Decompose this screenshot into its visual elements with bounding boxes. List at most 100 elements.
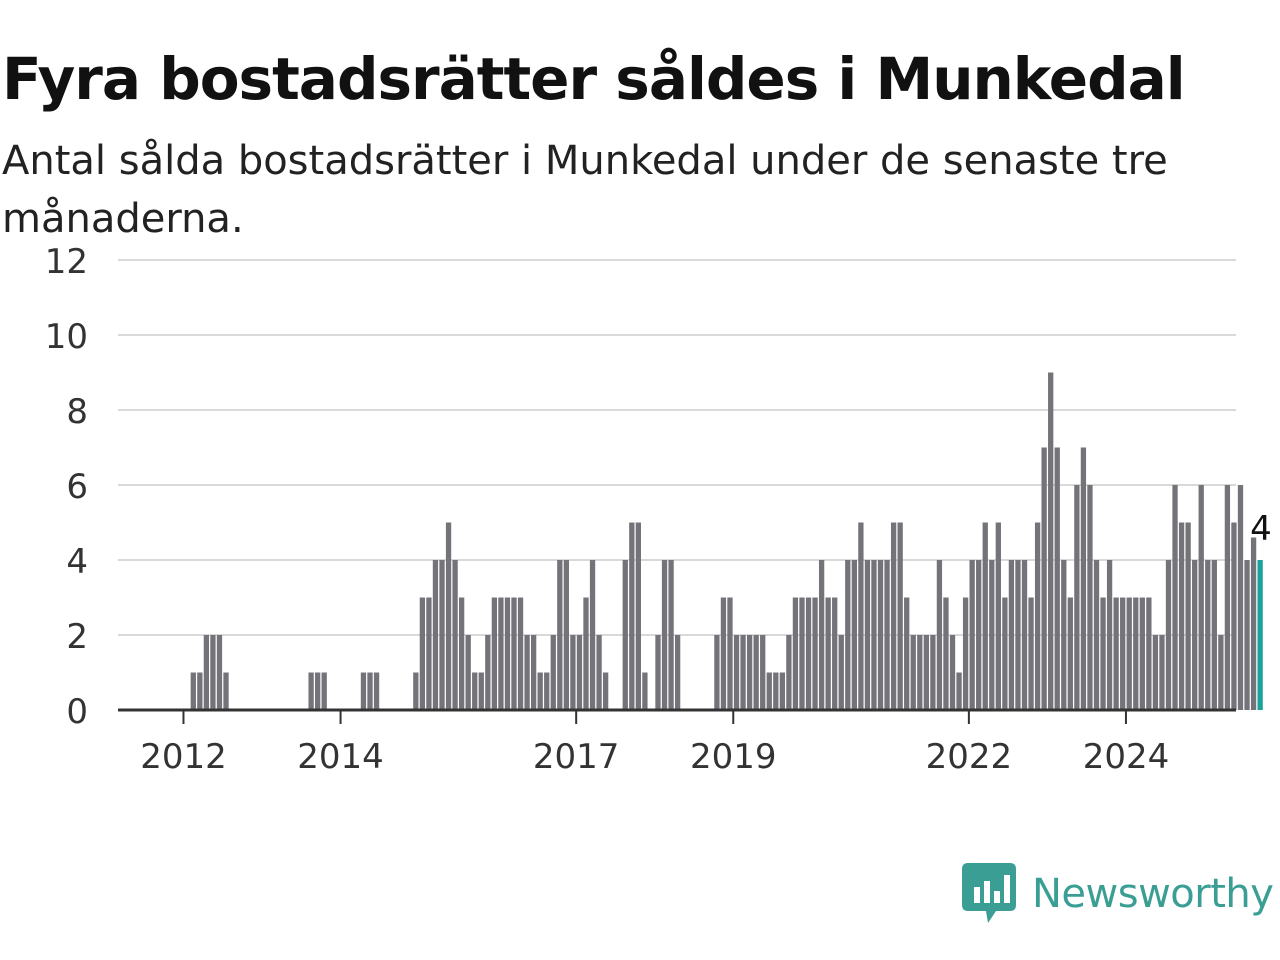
bar bbox=[1054, 447, 1060, 710]
bar bbox=[1231, 522, 1237, 710]
bar bbox=[812, 597, 818, 710]
bar bbox=[1100, 597, 1106, 710]
bar bbox=[1244, 560, 1250, 710]
bar bbox=[825, 597, 831, 710]
bar bbox=[969, 560, 975, 710]
bar bbox=[995, 522, 1001, 710]
bar bbox=[1185, 522, 1191, 710]
bar bbox=[930, 635, 936, 710]
bar bbox=[674, 635, 681, 710]
bar bbox=[629, 522, 635, 710]
bar bbox=[197, 672, 203, 710]
bar bbox=[1250, 537, 1257, 710]
x-tick-label: 2024 bbox=[1083, 737, 1170, 777]
chart-title: Fyra bostadsrätter såldes i Munkedal bbox=[2, 45, 1186, 113]
y-tick-label: 8 bbox=[66, 392, 88, 432]
bar bbox=[871, 560, 877, 710]
bar bbox=[668, 560, 674, 710]
bar bbox=[1008, 560, 1015, 710]
x-tick-label: 2014 bbox=[297, 737, 384, 777]
bar bbox=[576, 635, 583, 710]
bar bbox=[923, 635, 929, 710]
bar bbox=[452, 560, 458, 710]
bar bbox=[1074, 485, 1080, 710]
bar bbox=[524, 635, 530, 710]
x-tick-label: 2017 bbox=[533, 737, 620, 777]
bar bbox=[1224, 485, 1231, 710]
x-tick-label: 2019 bbox=[690, 737, 777, 777]
bar bbox=[1211, 560, 1217, 710]
bar bbox=[714, 635, 720, 710]
last-value-label: 4 bbox=[1250, 509, 1272, 549]
bar bbox=[1146, 597, 1152, 710]
bar bbox=[818, 560, 825, 710]
bar bbox=[1067, 597, 1073, 710]
bar bbox=[550, 635, 556, 710]
bar bbox=[753, 635, 759, 710]
bar bbox=[956, 672, 962, 710]
bar bbox=[373, 672, 380, 710]
bar bbox=[537, 672, 543, 710]
bar bbox=[1126, 597, 1132, 710]
bar bbox=[720, 597, 727, 710]
bar bbox=[1002, 597, 1008, 710]
bar bbox=[845, 560, 851, 710]
bar bbox=[544, 672, 550, 710]
bar bbox=[1048, 372, 1054, 710]
bar bbox=[661, 560, 668, 710]
annotations: 4 bbox=[1250, 509, 1272, 549]
bar bbox=[1034, 522, 1041, 710]
bar bbox=[563, 560, 570, 710]
bar bbox=[746, 635, 753, 710]
bar bbox=[635, 522, 641, 710]
bar bbox=[413, 672, 419, 710]
y-tick-label: 10 bbox=[45, 317, 88, 357]
bar bbox=[904, 597, 910, 710]
bar bbox=[472, 672, 478, 710]
bar bbox=[805, 597, 812, 710]
bar bbox=[773, 672, 779, 710]
bar bbox=[943, 597, 949, 710]
bar bbox=[210, 635, 216, 710]
bar bbox=[858, 522, 864, 710]
bar bbox=[1028, 597, 1034, 710]
x-tick-label: 2022 bbox=[926, 737, 1013, 777]
bar bbox=[570, 635, 576, 710]
bar bbox=[223, 672, 229, 710]
bar bbox=[557, 560, 563, 710]
chart-subtitle: Antal sålda bostadsrätter i Munkedal und… bbox=[2, 138, 1168, 242]
bar bbox=[426, 597, 432, 710]
bar bbox=[989, 560, 995, 710]
bar bbox=[760, 635, 766, 710]
bar bbox=[1218, 635, 1224, 710]
bar bbox=[1093, 560, 1100, 710]
bar bbox=[315, 672, 321, 710]
bar bbox=[1021, 560, 1028, 710]
y-tick-label: 0 bbox=[66, 692, 88, 732]
bar bbox=[1152, 635, 1159, 710]
bar bbox=[1133, 597, 1139, 710]
bar bbox=[832, 597, 838, 710]
bar bbox=[504, 597, 511, 710]
bar bbox=[936, 560, 943, 710]
bar bbox=[1120, 597, 1126, 710]
y-axis-labels: 0 2 4 6 8 10 12 bbox=[45, 242, 88, 732]
bar bbox=[864, 560, 871, 710]
bar bbox=[786, 635, 792, 710]
bar bbox=[884, 560, 890, 710]
bar bbox=[917, 635, 923, 710]
bar bbox=[1172, 485, 1178, 710]
bar bbox=[596, 635, 602, 710]
bar bbox=[740, 635, 746, 710]
y-tick-label: 4 bbox=[66, 542, 88, 582]
bar bbox=[216, 635, 223, 710]
bar bbox=[949, 635, 956, 710]
bar bbox=[838, 635, 844, 710]
bar bbox=[1198, 485, 1204, 710]
bar bbox=[511, 597, 517, 710]
bar bbox=[890, 522, 897, 710]
bar-highlight bbox=[1257, 560, 1263, 710]
bar bbox=[792, 597, 799, 710]
newsworthy-logo: Newsworthy bbox=[962, 862, 1274, 926]
